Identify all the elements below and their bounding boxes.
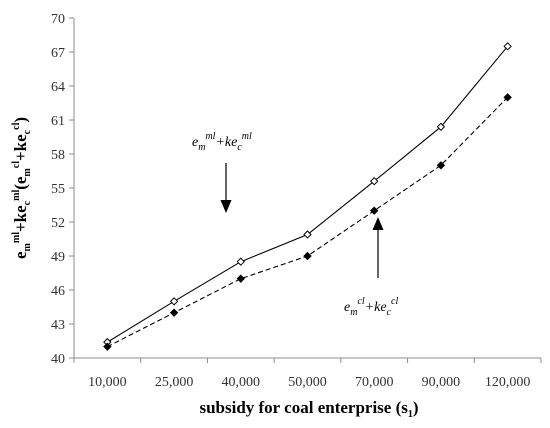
x-tick-label: 90,000 <box>422 375 461 390</box>
arrow-ml-head <box>220 200 232 213</box>
series-label-ml: emml+kecml <box>192 131 252 153</box>
y-tick-label: 40 <box>51 352 65 367</box>
series-0-point <box>503 42 512 51</box>
y-tick-label: 67 <box>51 46 65 61</box>
series-0-point <box>303 230 312 239</box>
y-tick-label: 52 <box>51 216 65 231</box>
y-axis-label: emml+kecml(emcl+keccl) <box>11 117 33 259</box>
y-tick-label: 64 <box>51 80 65 95</box>
x-ticks: 10,000 25,000 40,000 50,000 70,000 90,000 120,… <box>73 358 542 390</box>
series-0-point <box>370 176 379 186</box>
y-tick-label: 61 <box>51 114 65 129</box>
y-ticks: 40 43 46 49 52 55 58 61 64 67 70 <box>51 12 74 367</box>
y-tick-label: 58 <box>51 148 65 163</box>
y-tick-label: 55 <box>51 182 65 197</box>
series-1-point <box>503 93 512 102</box>
series-1-point <box>436 161 446 170</box>
y-tick-label: 49 <box>51 250 65 265</box>
x-tick-label: 25,000 <box>155 375 194 390</box>
x-tick-label: 10,000 <box>88 375 127 390</box>
series-0-point <box>169 297 179 306</box>
x-axis-label: subsidy for coal enterprise (s1) <box>199 398 418 420</box>
series-line-1 <box>107 96 508 348</box>
x-tick-label: 50,000 <box>288 375 327 390</box>
y-tick-label: 43 <box>51 318 65 333</box>
series-line-0 <box>107 45 509 343</box>
series-0-point <box>236 257 245 266</box>
arrow-cl-head <box>372 217 384 230</box>
series-1-point <box>370 206 379 215</box>
series-1-point <box>103 342 112 351</box>
series-label-cl: emcl+keccl <box>344 296 398 318</box>
series-1-point <box>236 274 245 283</box>
x-tick-label: 70,000 <box>355 375 394 390</box>
y-tick-label: 70 <box>51 12 65 27</box>
x-tick-label: 120,000 <box>485 375 531 390</box>
series-1-point <box>303 251 312 261</box>
series-1-point <box>169 308 179 317</box>
series-layer <box>103 42 512 351</box>
x-tick-label: 40,000 <box>222 375 261 390</box>
series-0-point <box>436 122 446 132</box>
y-tick-label: 46 <box>51 284 65 299</box>
